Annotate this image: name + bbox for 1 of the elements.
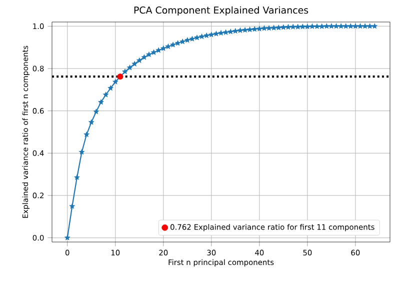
chart-title: PCA Component Explained Variances xyxy=(134,6,308,16)
